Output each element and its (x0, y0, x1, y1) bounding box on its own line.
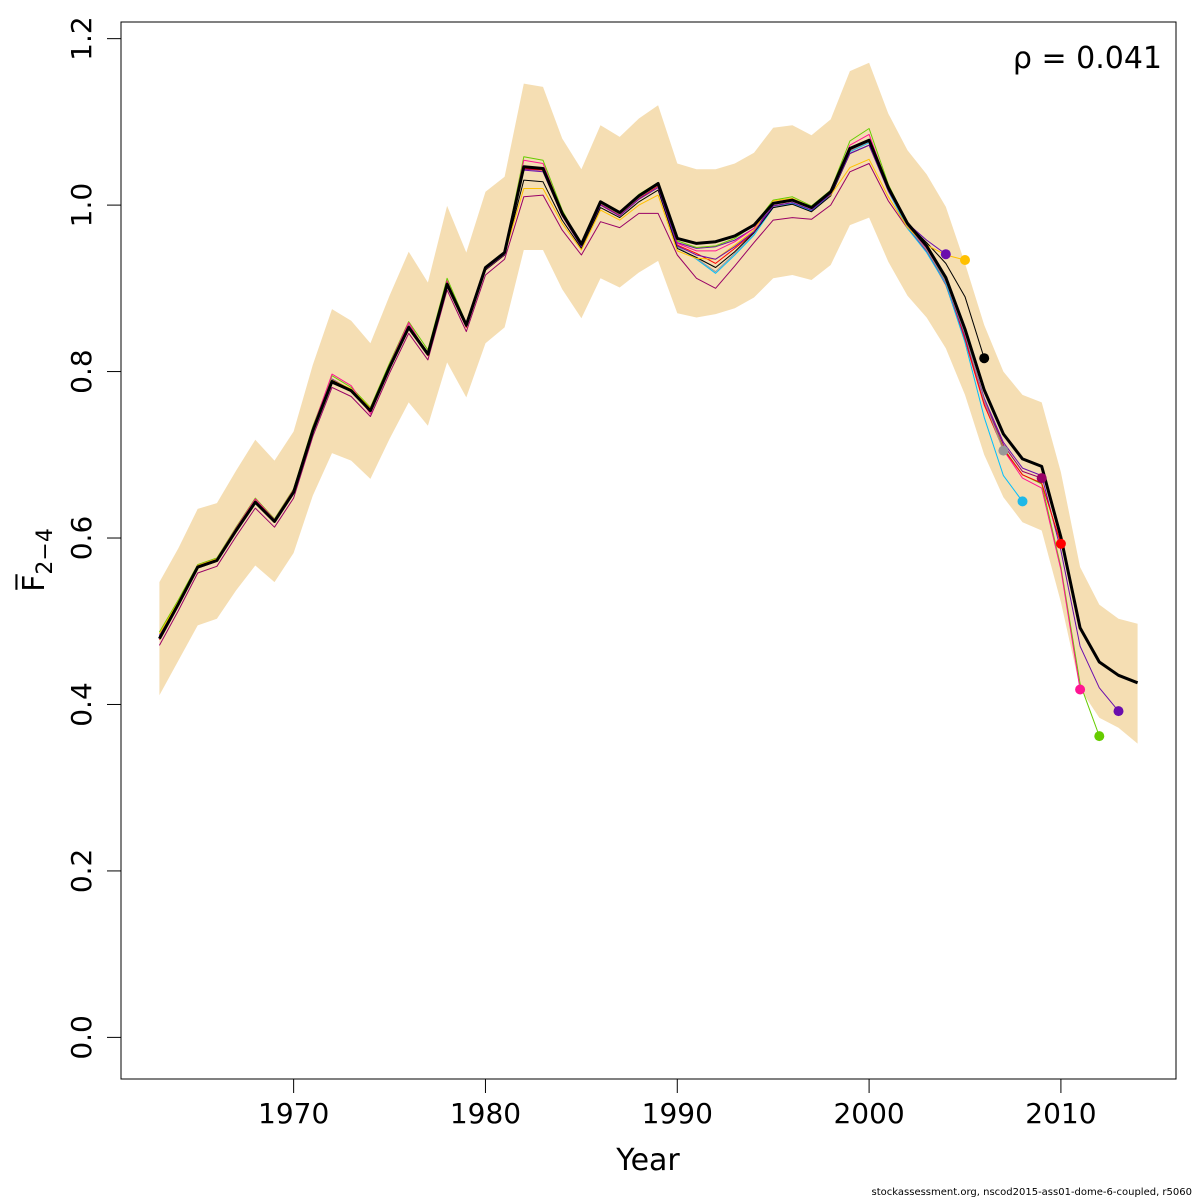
y-axis-title-symbol: F̅ (15, 574, 52, 592)
y-tick-label-1.2: 1.2 (65, 16, 98, 61)
plot-frame (120, 21, 1177, 1080)
y-tick-label-1.0: 1.0 (65, 183, 98, 228)
x-tick-label-1970: 1970 (258, 1097, 329, 1130)
y-tick-label-0.2: 0.2 (65, 849, 98, 894)
svg-text:F̅2−4: F̅2−4 (15, 528, 58, 592)
y-axis-title: F̅2−4 (15, 528, 58, 592)
endpoint-marker-2008 (1017, 496, 1028, 507)
endpoint-marker-2012 (1094, 731, 1105, 742)
x-tick-label-1990: 1990 (642, 1097, 713, 1130)
y-axis-title-subscript: 2−4 (33, 528, 58, 574)
x-axis: 1970 1980 1990 2000 2010 (258, 1079, 1097, 1130)
endpoint-marker-2007 (998, 445, 1009, 456)
y-tick-label-0.6: 0.6 (65, 516, 98, 561)
endpoint-marker-2006 (979, 353, 990, 364)
y-tick-label-0.0: 0.0 (65, 1015, 98, 1060)
x-tick-label-2000: 2000 (833, 1097, 904, 1130)
endpoint-marker-2010 (1055, 538, 1066, 549)
y-tick-label-0.4: 0.4 (65, 682, 98, 727)
endpoint-marker-2004 (940, 249, 951, 260)
endpoint-marker-2005 (960, 255, 970, 265)
x-axis-title: Year (615, 1143, 680, 1178)
rho-annotation: ρ = 0.041 (1013, 41, 1162, 76)
endpoint-marker-2011 (1075, 684, 1086, 695)
endpoint-marker-2009 (1036, 473, 1047, 484)
endpoint-marker-2013 (1113, 706, 1124, 717)
x-tick-label-1980: 1980 (450, 1097, 521, 1130)
confidence-band (159, 62, 1138, 744)
footer-credit: stockassessment.org, nscod2015-ass01-dom… (871, 1187, 1192, 1198)
y-tick-label-0.8: 0.8 (65, 349, 98, 394)
series-lines (158, 128, 1139, 737)
endpoint-markers (940, 249, 1124, 742)
x-tick-label-2010: 2010 (1025, 1097, 1096, 1130)
series-line-peel-5 (158, 163, 1042, 646)
series-line-final (158, 138, 1139, 685)
y-axis: 0.0 0.2 0.4 0.6 0.8 1.0 1.2 (65, 16, 121, 1060)
confidence-band-area (159, 62, 1138, 744)
